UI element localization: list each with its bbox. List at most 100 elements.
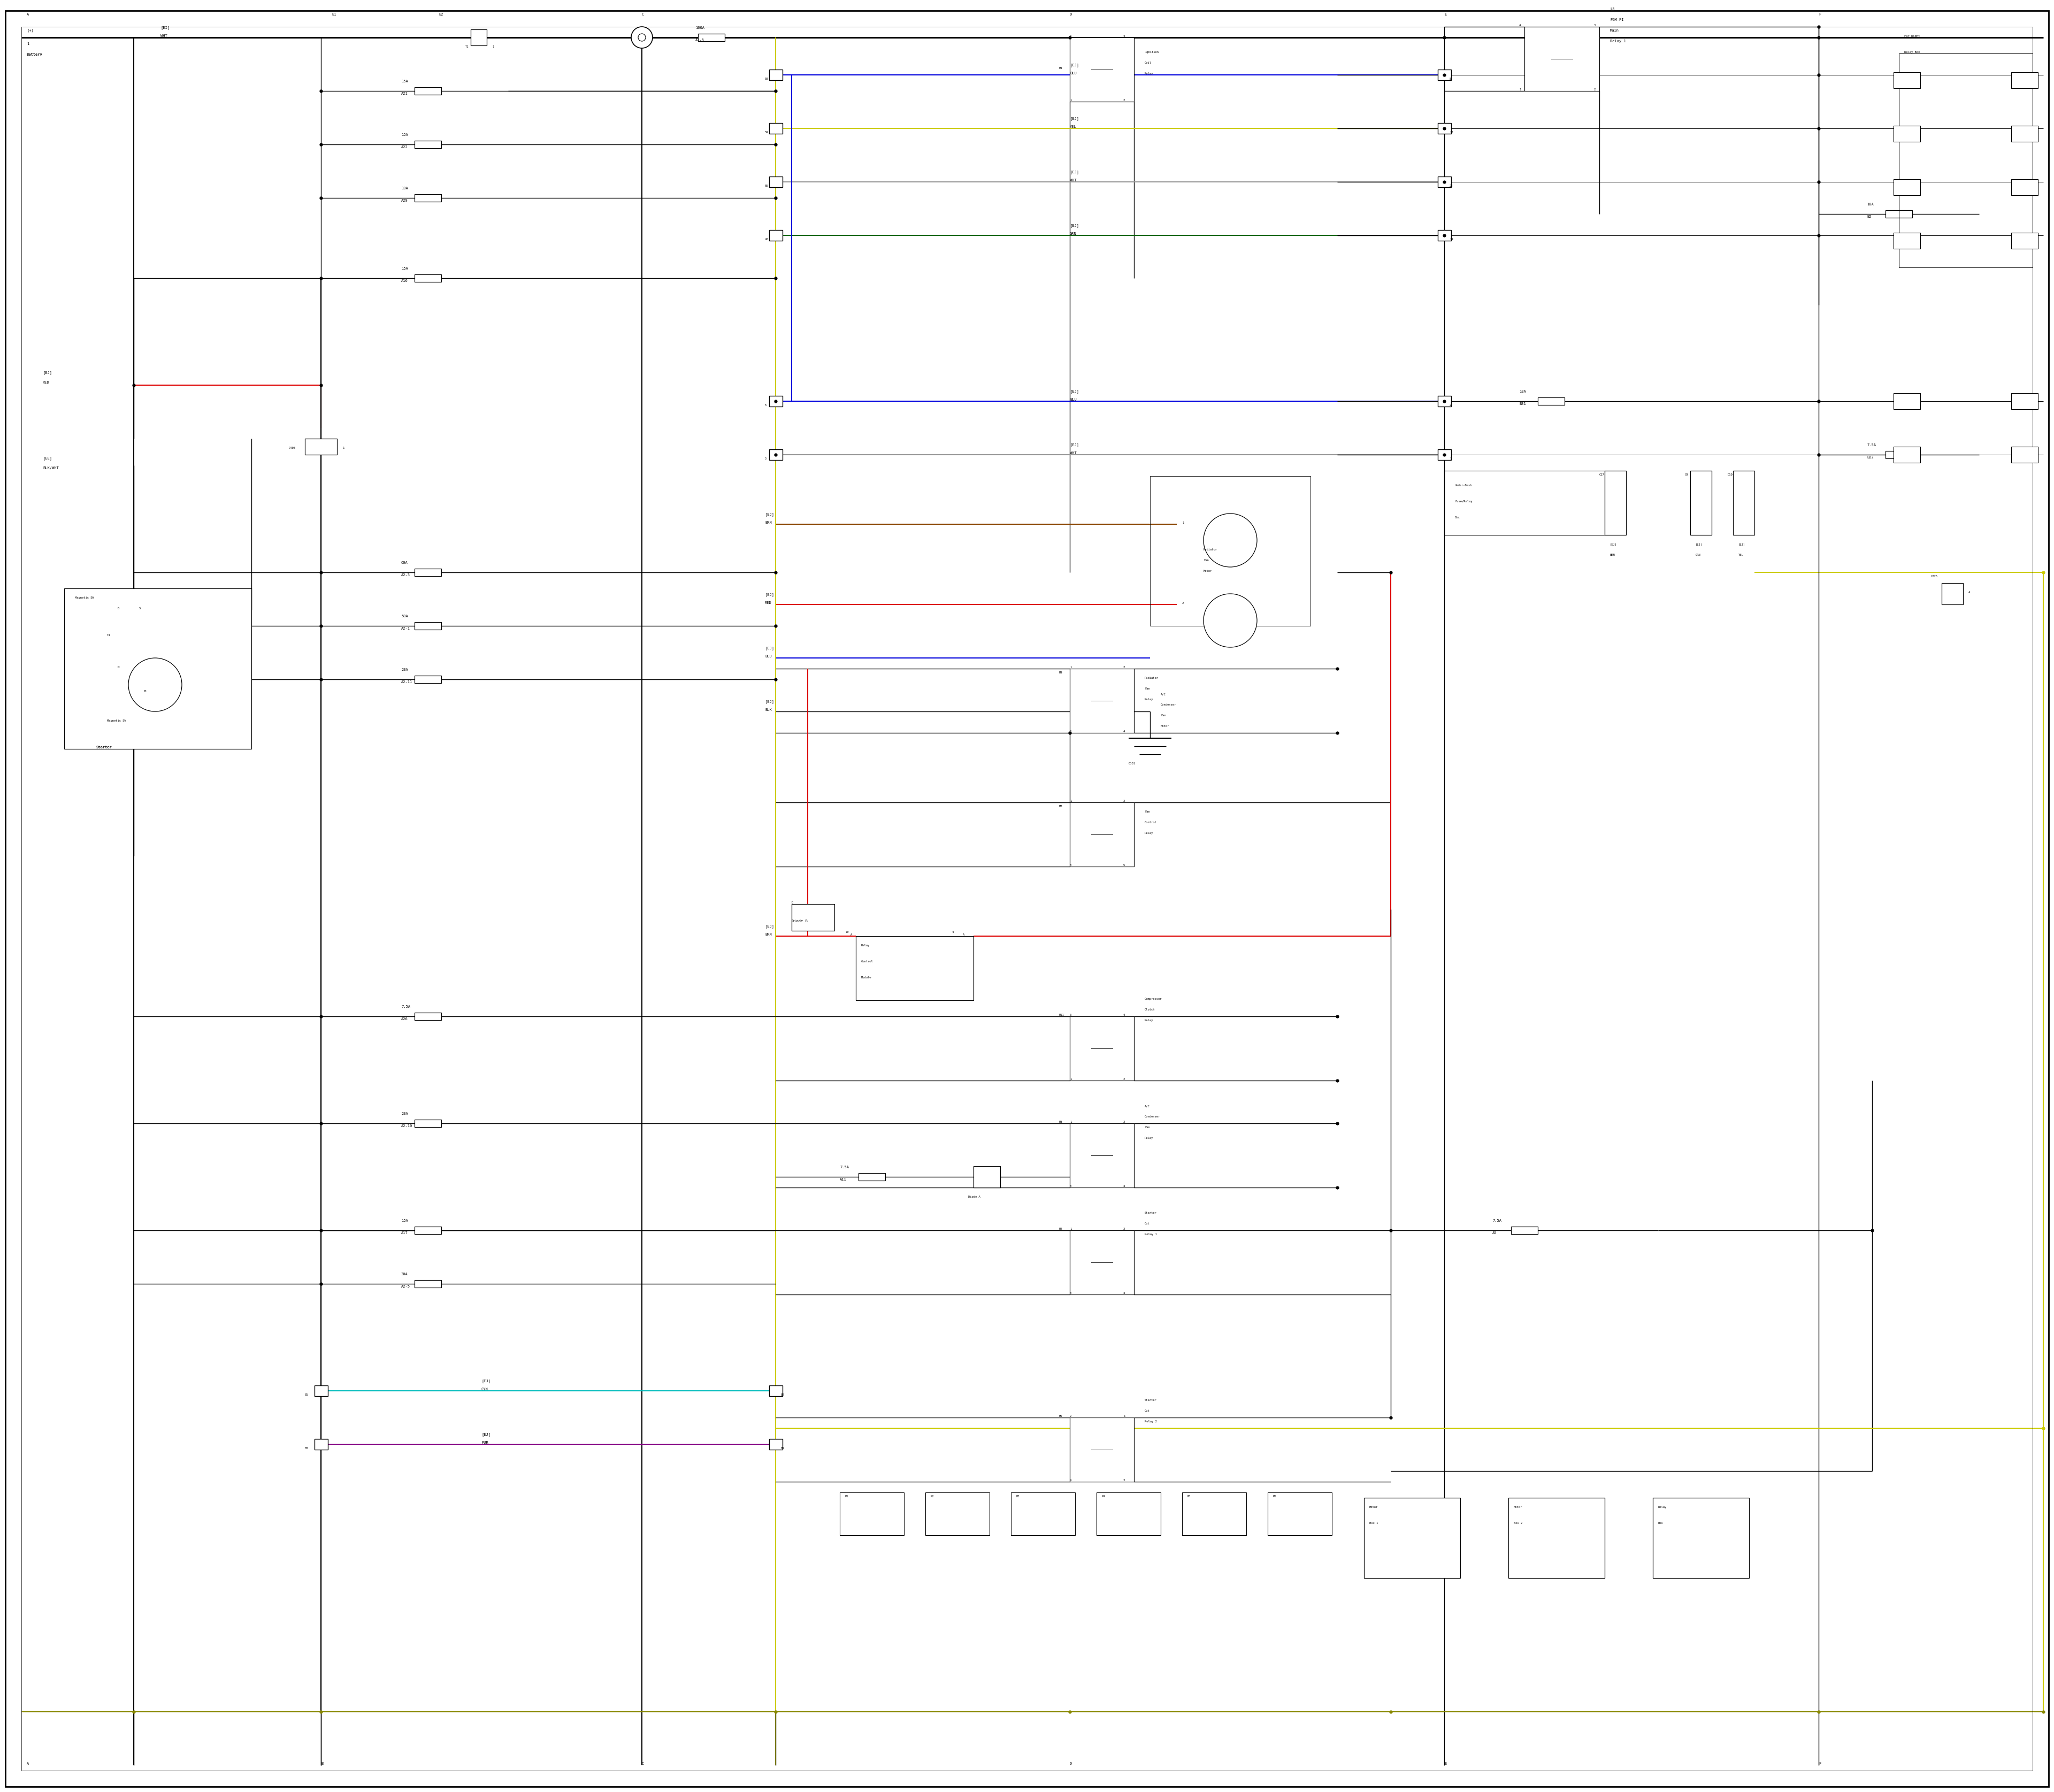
- Text: D: D: [1070, 13, 1072, 16]
- Text: Diode A: Diode A: [967, 1195, 980, 1199]
- Text: [EJ]: [EJ]: [1697, 543, 1703, 545]
- Bar: [840, 1493, 904, 1536]
- Text: [EJ]: [EJ]: [764, 513, 774, 516]
- Text: Starter: Starter: [97, 745, 113, 749]
- Text: [EJ]: [EJ]: [481, 1432, 491, 1435]
- Bar: [1150, 477, 1310, 625]
- Text: Control: Control: [861, 961, 873, 962]
- Text: Condenser: Condenser: [1161, 704, 1177, 706]
- Text: 60A: 60A: [401, 561, 409, 564]
- Text: 7.5A: 7.5A: [1493, 1219, 1501, 1222]
- Text: 10: 10: [844, 930, 848, 934]
- Text: Fan: Fan: [1204, 559, 1208, 561]
- Text: A5: A5: [1493, 1231, 1497, 1235]
- Text: B3: B3: [304, 1446, 308, 1450]
- Text: YEL: YEL: [1738, 554, 1744, 556]
- Text: [EJ]: [EJ]: [481, 1380, 491, 1383]
- Text: M5: M5: [1060, 1416, 1062, 1417]
- Text: Radiator: Radiator: [1144, 677, 1158, 679]
- Text: A17: A17: [401, 1231, 409, 1235]
- Text: Motor: Motor: [1514, 1505, 1522, 1509]
- Text: P1: P1: [844, 1495, 848, 1498]
- Text: A: A: [27, 13, 29, 16]
- Text: RED: RED: [764, 602, 772, 604]
- Text: 15A: 15A: [401, 79, 409, 82]
- Text: C17: C17: [1600, 473, 1604, 477]
- Text: Magnetic SW: Magnetic SW: [107, 719, 125, 722]
- Text: M8: M8: [1060, 805, 1062, 808]
- Text: 58: 58: [764, 77, 768, 81]
- Bar: [1894, 233, 1920, 249]
- Text: Control: Control: [1144, 821, 1156, 824]
- Text: Motor: Motor: [1161, 724, 1169, 728]
- Text: P4: P4: [1101, 1495, 1105, 1498]
- Text: Relay 2: Relay 2: [1144, 1421, 1156, 1423]
- Bar: [1894, 125, 1920, 142]
- Text: B4: B4: [781, 1446, 785, 1450]
- Text: BLU: BLU: [1070, 72, 1076, 75]
- Bar: [415, 1279, 442, 1288]
- Text: RED: RED: [43, 382, 49, 383]
- Text: [EJ]: [EJ]: [1610, 543, 1616, 545]
- Text: YEL: YEL: [1070, 125, 1076, 129]
- Text: P6: P6: [1273, 1495, 1276, 1498]
- Text: (+): (+): [27, 29, 33, 32]
- Bar: [2011, 392, 2038, 409]
- Bar: [415, 622, 442, 629]
- Text: PGM-FI: PGM-FI: [1610, 18, 1623, 22]
- Bar: [1183, 1493, 1247, 1536]
- Text: B1: B1: [304, 1394, 308, 1396]
- Text: Under-Dash: Under-Dash: [1454, 484, 1473, 487]
- Bar: [1894, 72, 1920, 88]
- Text: A1-5: A1-5: [696, 38, 705, 41]
- Bar: [1267, 1493, 1331, 1536]
- Bar: [1070, 668, 1134, 733]
- Bar: [1508, 1498, 1604, 1579]
- Bar: [1898, 54, 2033, 267]
- Text: [EJ]: [EJ]: [1070, 389, 1078, 392]
- Text: WHT: WHT: [1070, 179, 1076, 181]
- Text: Fan: Fan: [1144, 810, 1150, 814]
- Text: A21: A21: [401, 91, 409, 95]
- Text: Compressor: Compressor: [1144, 998, 1163, 1000]
- Bar: [768, 1385, 783, 1396]
- Bar: [1070, 1417, 1134, 1482]
- Bar: [1894, 179, 1920, 195]
- Circle shape: [1204, 514, 1257, 566]
- Bar: [1444, 471, 1604, 536]
- Bar: [415, 676, 442, 683]
- Bar: [415, 568, 442, 575]
- Text: Relay Box: Relay Box: [1904, 50, 1920, 54]
- Text: Cut: Cut: [1144, 1222, 1150, 1226]
- Text: Relay: Relay: [1144, 1020, 1154, 1021]
- Bar: [1438, 450, 1450, 461]
- Bar: [1690, 471, 1711, 536]
- Text: 10A: 10A: [401, 186, 409, 190]
- Bar: [1886, 452, 1912, 459]
- Bar: [791, 903, 834, 930]
- Bar: [974, 1167, 1000, 1188]
- Text: PUR: PUR: [481, 1441, 489, 1444]
- Bar: [2011, 446, 2038, 462]
- Bar: [415, 1120, 442, 1127]
- Text: ORN: ORN: [1697, 554, 1701, 556]
- Text: Relay 1: Relay 1: [1144, 1233, 1156, 1236]
- Bar: [1524, 27, 1600, 91]
- Text: 20A: 20A: [401, 1113, 409, 1115]
- Text: WHT: WHT: [160, 34, 166, 38]
- Text: Main: Main: [1610, 29, 1619, 32]
- Text: 7.5A: 7.5A: [1867, 443, 1875, 446]
- Bar: [768, 396, 783, 407]
- Bar: [1941, 582, 1964, 604]
- Text: G301: G301: [1128, 762, 1136, 765]
- Bar: [1070, 1016, 1134, 1081]
- Text: Motor: Motor: [1370, 1505, 1378, 1509]
- Text: C408: C408: [290, 446, 296, 450]
- Text: A: A: [27, 1762, 29, 1765]
- Text: E: E: [1444, 13, 1446, 16]
- Bar: [1011, 1493, 1074, 1536]
- Text: P5: P5: [1187, 1495, 1191, 1498]
- Text: [EJ]: [EJ]: [764, 647, 774, 650]
- Text: Far Right: Far Right: [1904, 34, 1920, 38]
- Text: Relay: Relay: [1658, 1505, 1668, 1509]
